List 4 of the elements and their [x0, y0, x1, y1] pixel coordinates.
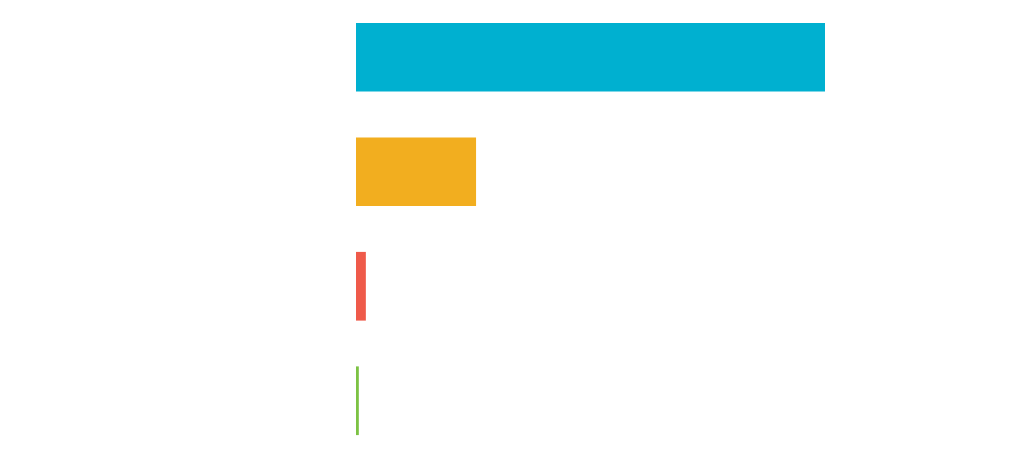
bar [356, 22, 825, 92]
bar [356, 137, 477, 207]
bar [356, 366, 359, 436]
bar [356, 251, 366, 321]
